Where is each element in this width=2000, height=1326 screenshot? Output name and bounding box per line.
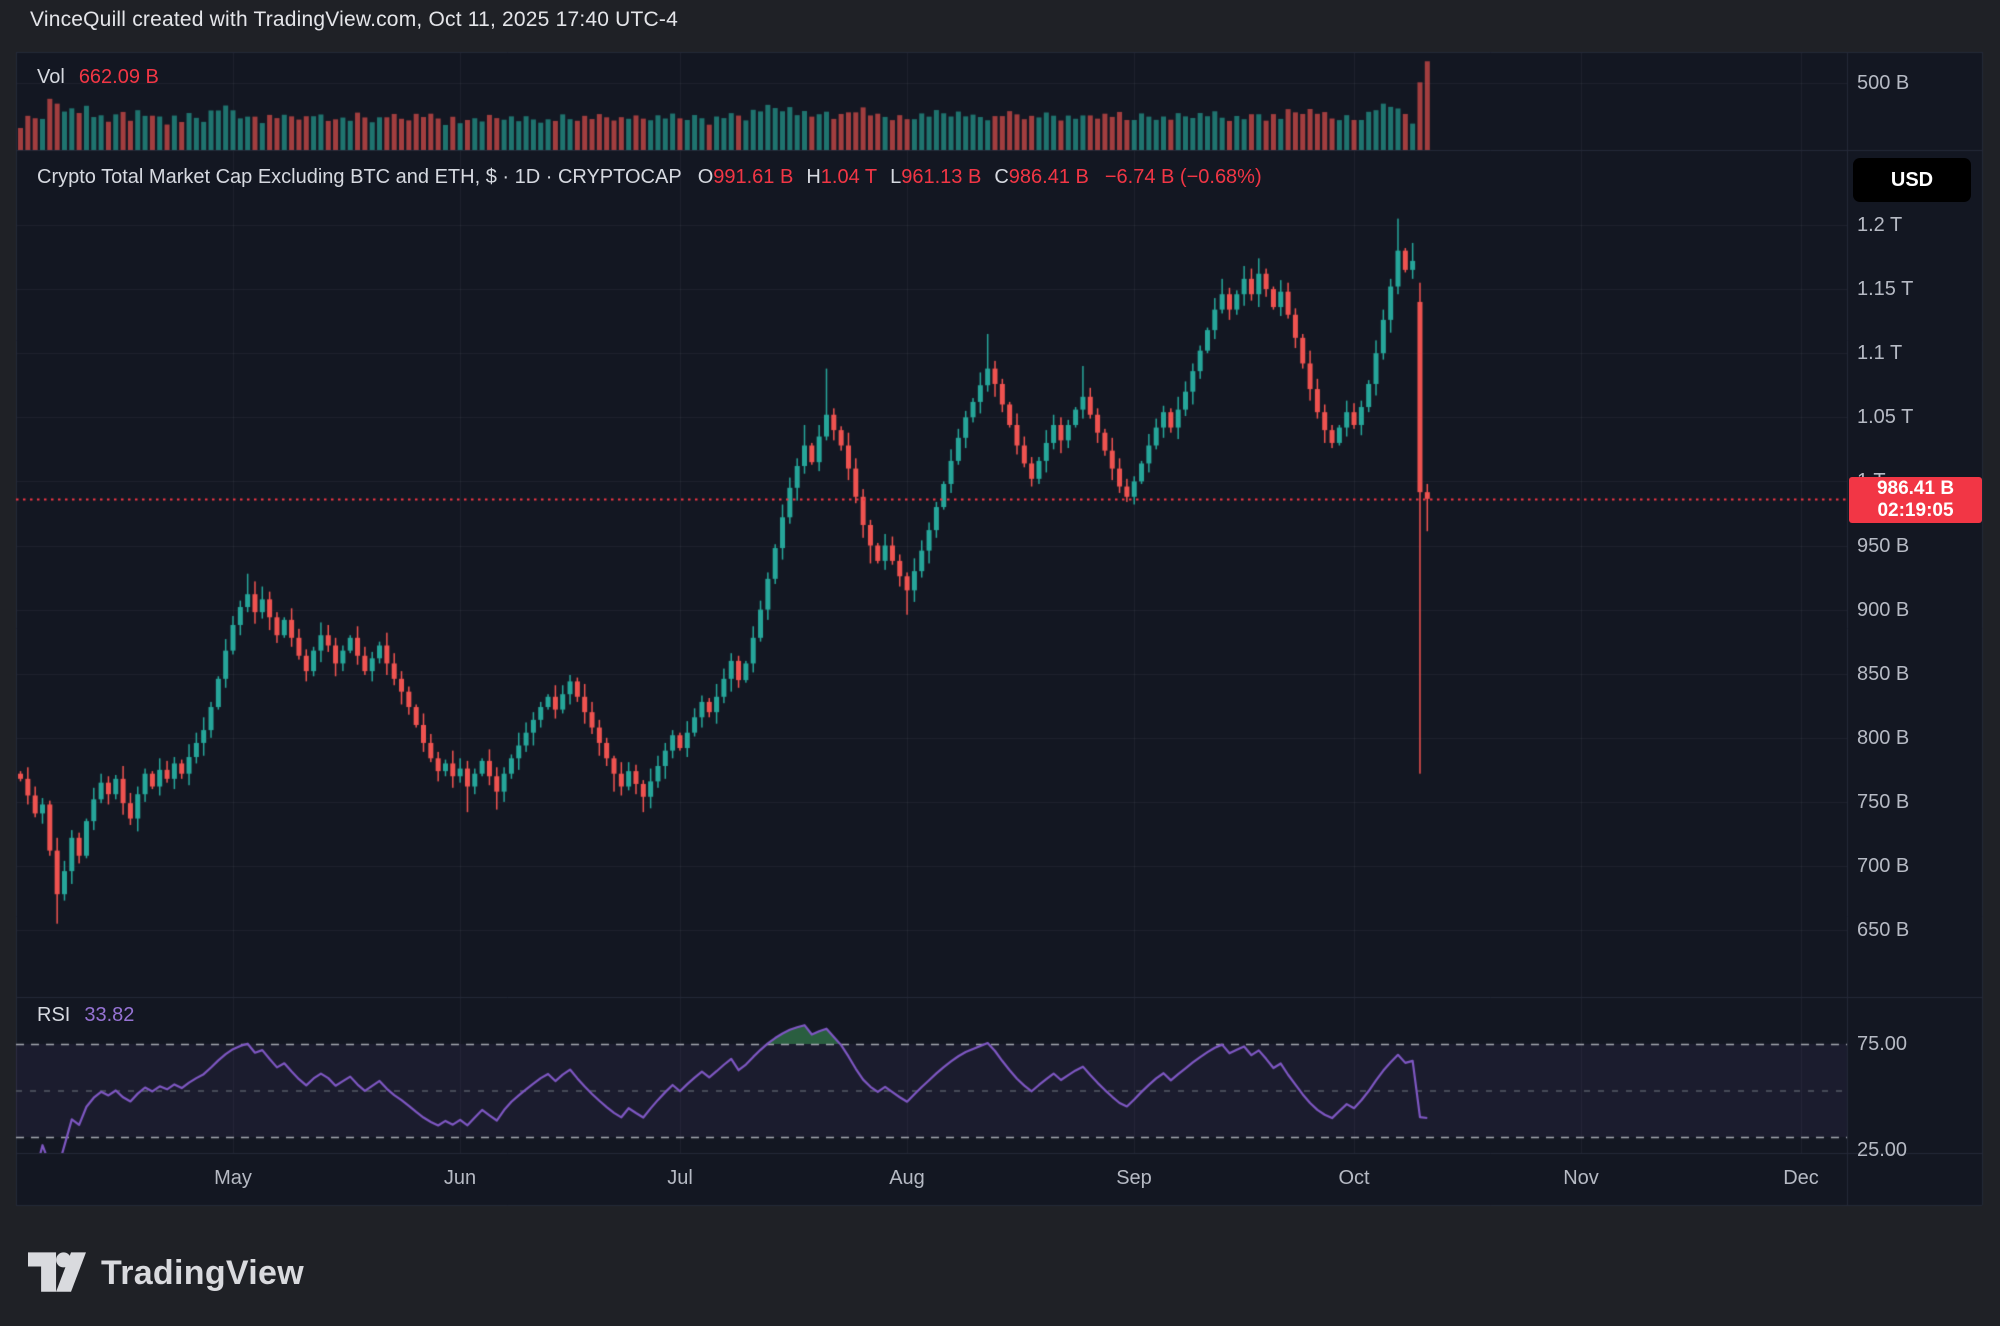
tradingview-logo-text: TradingView [101, 1253, 304, 1292]
time-axis-month-label: Dec [1783, 1167, 1819, 1189]
change-value: −6.74 B (−0.68%) [1104, 166, 1262, 188]
low-value: 961.13 B [901, 166, 982, 188]
close-value: 986.41 B [1008, 166, 1089, 188]
time-axis-month-label: Aug [889, 1167, 925, 1189]
price-axis-tick: 650 B [1857, 919, 1910, 941]
symbol-legend: Crypto Total Market Cap Excluding BTC an… [37, 166, 1262, 189]
price-axis-tick: 950 B [1857, 535, 1910, 557]
price-axis-tick: 1.2 T [1857, 214, 1903, 236]
price-axis-tick: 1.15 T [1857, 278, 1914, 300]
symbol-title: Crypto Total Market Cap Excluding BTC an… [37, 166, 682, 188]
price-axis-tick: 1.05 T [1857, 406, 1914, 428]
rsi-axis-tick: 25.00 [1857, 1139, 1908, 1161]
ohlc-values: O991.61 B H1.04 T L961.13 B C986.41 B [698, 166, 1089, 189]
time-axis-month-label: Jul [667, 1167, 693, 1189]
high-label: H [806, 166, 821, 188]
time-axis-month-label: Nov [1563, 1167, 1599, 1189]
rsi-label: RSI [37, 1004, 71, 1026]
last-price-value: 986.41 B [1876, 478, 1955, 499]
price-axis-tick: 850 B [1857, 663, 1910, 685]
open-label: O [697, 166, 714, 188]
close-label: C [994, 166, 1009, 188]
time-axis-month-label: Oct [1338, 1167, 1370, 1189]
volume-value: 662.09 B [78, 66, 159, 88]
rsi-legend: RSI 33.82 [37, 1004, 134, 1027]
rsi-axis-tick: 75.00 [1857, 1033, 1908, 1055]
currency-toggle-button[interactable]: USD [1853, 158, 1971, 202]
attribution-text: VinceQuill created with TradingView.com,… [30, 8, 678, 31]
high-value: 1.04 T [820, 166, 878, 188]
low-label: L [890, 166, 902, 188]
price-axis-tick: 900 B [1857, 599, 1910, 621]
last-price-tag: 986.41 B 02:19:05 [1849, 477, 1982, 523]
volume-axis-tick: 500 B [1857, 72, 1910, 94]
bar-countdown: 02:19:05 [1877, 500, 1954, 521]
tradingview-logo[interactable]: TradingView [28, 1250, 304, 1296]
time-axis-month-label: Sep [1116, 1167, 1152, 1189]
time-axis-month-label: Jun [443, 1167, 477, 1189]
open-value: 991.61 B [713, 166, 794, 188]
price-axis-tick: 1.1 T [1857, 342, 1903, 364]
rsi-value: 33.82 [84, 1004, 135, 1026]
price-axis-tick: 800 B [1857, 727, 1910, 749]
volume-legend: Vol 662.09 B [37, 66, 159, 89]
volume-label: Vol [37, 66, 65, 88]
tradingview-logo-icon [28, 1252, 86, 1292]
price-axis-tick: 750 B [1857, 791, 1910, 813]
time-axis-month-label: May [214, 1167, 252, 1189]
price-axis-tick: 700 B [1857, 855, 1910, 877]
